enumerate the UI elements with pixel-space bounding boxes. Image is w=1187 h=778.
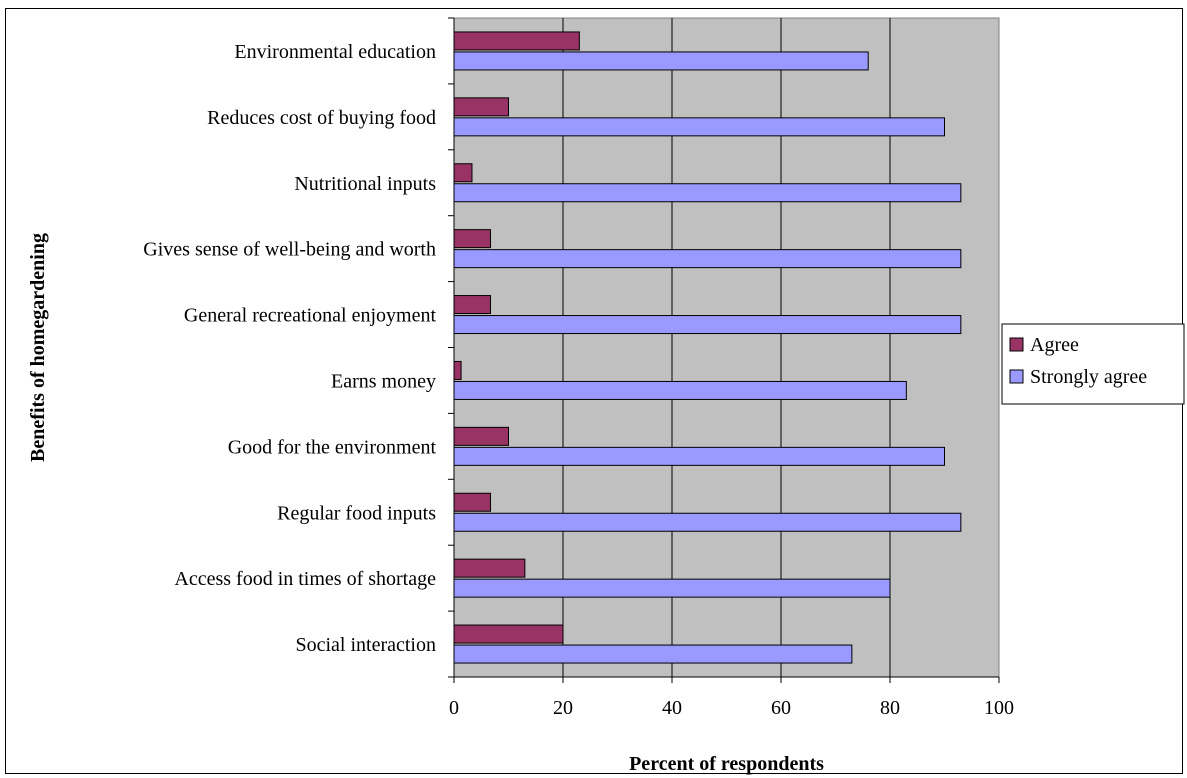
category-label: Regular food inputs (277, 502, 436, 524)
x-tick-label: 20 (553, 697, 573, 719)
category-label: Earns money (331, 370, 436, 392)
category-label: Nutritional inputs (294, 173, 436, 195)
bar-strongly-agree (453, 578, 891, 598)
x-tick-label: 0 (449, 697, 459, 719)
x-tick-label: 80 (880, 697, 900, 719)
bar-agree (453, 426, 509, 446)
bar-strongly-agree (453, 183, 962, 203)
bar-agree (453, 624, 564, 644)
x-tick-label: 40 (662, 697, 682, 719)
category-label: Gives sense of well-being and worth (143, 239, 436, 261)
legend-swatch (1009, 369, 1024, 384)
x-axis-title: Percent of respondents (629, 753, 824, 775)
x-tick-label: 60 (771, 697, 791, 719)
bar-strongly-agree (453, 644, 853, 664)
bar-agree (453, 492, 492, 512)
bar-agree (453, 97, 509, 117)
legend-label: Strongly agree (1030, 366, 1147, 388)
bar-strongly-agree (453, 51, 869, 71)
bar-strongly-agree (453, 446, 945, 466)
bar-agree (453, 229, 492, 249)
category-label: Reduces cost of buying food (207, 107, 436, 129)
bar-strongly-agree (453, 117, 945, 137)
bar-agree (453, 360, 462, 380)
category-label: Access food in times of shortage (174, 568, 436, 590)
bar-agree (453, 31, 580, 51)
bar-agree (453, 163, 473, 183)
bar-strongly-agree (453, 380, 907, 400)
category-label: Environmental education (234, 41, 436, 63)
category-label: Social interaction (295, 634, 436, 656)
legend-swatch (1009, 337, 1024, 352)
legend-label: Agree (1030, 334, 1079, 356)
bar-strongly-agree (453, 315, 962, 335)
plot-area (453, 17, 1000, 678)
bar-strongly-agree (453, 249, 962, 269)
category-label: Good for the environment (228, 436, 437, 458)
y-axis-title: Benefits of homegardening (27, 233, 49, 462)
legend (1001, 323, 1185, 405)
x-tick-label: 100 (984, 697, 1014, 719)
bar-agree (453, 295, 492, 315)
bar-agree (453, 558, 526, 578)
bar-strongly-agree (453, 512, 962, 532)
category-label: General recreational enjoyment (184, 305, 437, 327)
